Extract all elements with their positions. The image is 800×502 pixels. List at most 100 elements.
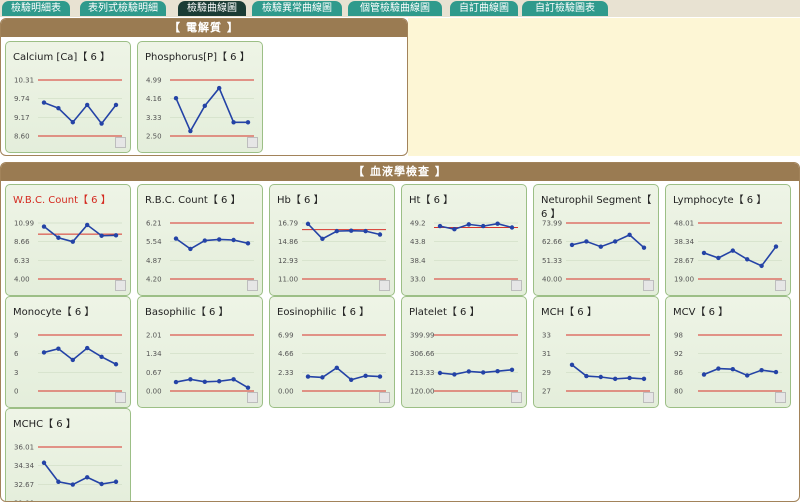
data-point[interactable] (203, 380, 207, 384)
data-point[interactable] (71, 482, 75, 486)
data-point[interactable] (114, 233, 118, 237)
tab-6[interactable]: 自訂檢驗圖表 (522, 1, 608, 16)
data-point[interactable] (217, 237, 221, 241)
data-point[interactable] (510, 368, 514, 372)
expand-chart-button[interactable] (247, 137, 258, 148)
expand-chart-button[interactable] (775, 392, 786, 403)
data-point[interactable] (759, 264, 763, 268)
data-point[interactable] (731, 367, 735, 371)
data-point[interactable] (42, 100, 46, 104)
expand-chart-button[interactable] (643, 280, 654, 291)
expand-chart-button[interactable] (643, 392, 654, 403)
data-point[interactable] (627, 376, 631, 380)
data-point[interactable] (570, 243, 574, 247)
data-point[interactable] (203, 238, 207, 242)
data-point[interactable] (231, 238, 235, 242)
data-point[interactable] (627, 233, 631, 237)
data-point[interactable] (702, 372, 706, 376)
data-point[interactable] (217, 379, 221, 383)
data-point[interactable] (56, 236, 60, 240)
data-point[interactable] (56, 346, 60, 350)
tab-1[interactable]: 表列式檢驗明細 (80, 1, 166, 16)
tab-5[interactable]: 自訂曲線圖 (450, 1, 518, 16)
expand-chart-button[interactable] (247, 280, 258, 291)
data-point[interactable] (114, 480, 118, 484)
data-point[interactable] (114, 362, 118, 366)
data-point[interactable] (335, 229, 339, 233)
data-point[interactable] (613, 377, 617, 381)
expand-chart-button[interactable] (511, 280, 522, 291)
data-point[interactable] (759, 368, 763, 372)
data-point[interactable] (56, 480, 60, 484)
data-point[interactable] (613, 239, 617, 243)
data-point[interactable] (71, 358, 75, 362)
data-point[interactable] (774, 370, 778, 374)
data-point[interactable] (71, 120, 75, 124)
data-point[interactable] (510, 225, 514, 229)
data-point[interactable] (570, 363, 574, 367)
data-point[interactable] (188, 377, 192, 381)
expand-chart-button[interactable] (247, 392, 258, 403)
data-point[interactable] (467, 222, 471, 226)
expand-chart-button[interactable] (115, 137, 126, 148)
data-point[interactable] (71, 239, 75, 243)
expand-chart-button[interactable] (379, 392, 390, 403)
data-point[interactable] (85, 103, 89, 107)
data-point[interactable] (246, 385, 250, 389)
data-point[interactable] (174, 380, 178, 384)
data-point[interactable] (731, 248, 735, 252)
data-point[interactable] (774, 244, 778, 248)
data-point[interactable] (114, 103, 118, 107)
data-point[interactable] (231, 377, 235, 381)
data-point[interactable] (378, 232, 382, 236)
tab-2[interactable]: 檢驗曲線圖 (178, 1, 246, 16)
data-point[interactable] (745, 373, 749, 377)
data-point[interactable] (584, 374, 588, 378)
data-point[interactable] (716, 366, 720, 370)
tab-3[interactable]: 檢驗異常曲線圖 (252, 1, 342, 16)
data-point[interactable] (599, 245, 603, 249)
data-point[interactable] (42, 350, 46, 354)
data-point[interactable] (495, 369, 499, 373)
data-point[interactable] (306, 374, 310, 378)
data-point[interactable] (188, 129, 192, 133)
data-point[interactable] (320, 375, 324, 379)
data-point[interactable] (452, 227, 456, 231)
data-point[interactable] (231, 120, 235, 124)
expand-chart-button[interactable] (775, 280, 786, 291)
data-point[interactable] (99, 234, 103, 238)
data-point[interactable] (349, 378, 353, 382)
data-point[interactable] (467, 369, 471, 373)
data-point[interactable] (174, 236, 178, 240)
data-point[interactable] (320, 237, 324, 241)
data-point[interactable] (85, 223, 89, 227)
tab-4[interactable]: 個管檢驗曲線圖 (348, 1, 442, 16)
data-point[interactable] (452, 372, 456, 376)
data-point[interactable] (174, 96, 178, 100)
data-point[interactable] (599, 375, 603, 379)
data-point[interactable] (363, 374, 367, 378)
data-point[interactable] (99, 121, 103, 125)
expand-chart-button[interactable] (115, 280, 126, 291)
data-point[interactable] (642, 377, 646, 381)
tab-0[interactable]: 檢驗明細表 (2, 1, 70, 16)
data-point[interactable] (99, 355, 103, 359)
data-point[interactable] (716, 256, 720, 260)
expand-chart-button[interactable] (511, 392, 522, 403)
data-point[interactable] (188, 247, 192, 251)
data-point[interactable] (702, 251, 706, 255)
data-point[interactable] (335, 366, 339, 370)
data-point[interactable] (99, 482, 103, 486)
data-point[interactable] (217, 86, 221, 90)
